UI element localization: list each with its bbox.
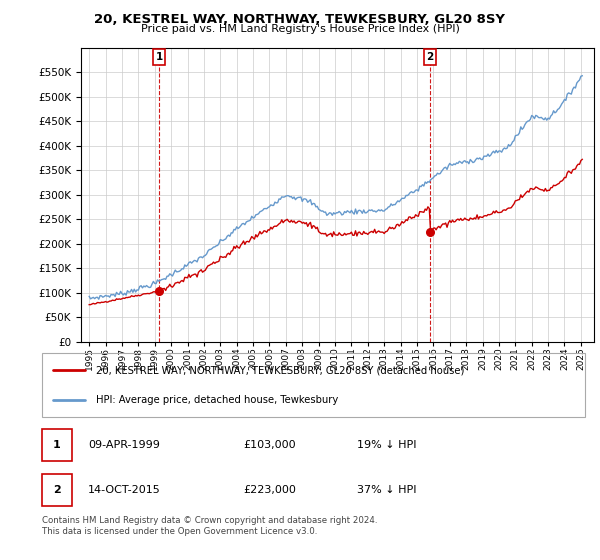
Text: 1: 1 [53, 440, 61, 450]
Text: 1: 1 [155, 52, 163, 62]
Text: Contains HM Land Registry data © Crown copyright and database right 2024.
This d: Contains HM Land Registry data © Crown c… [42, 516, 377, 536]
Bar [42, 429, 72, 461]
Text: HPI: Average price, detached house, Tewkesbury: HPI: Average price, detached house, Tewk… [97, 395, 338, 405]
Text: 14-OCT-2015: 14-OCT-2015 [88, 485, 161, 495]
Text: 2: 2 [53, 485, 61, 495]
Bar [42, 474, 72, 506]
Text: 2: 2 [427, 52, 434, 62]
Text: 20, KESTREL WAY, NORTHWAY, TEWKESBURY, GL20 8SY: 20, KESTREL WAY, NORTHWAY, TEWKESBURY, G… [95, 13, 505, 26]
Text: 19% ↓ HPI: 19% ↓ HPI [357, 440, 416, 450]
Text: Price paid vs. HM Land Registry's House Price Index (HPI): Price paid vs. HM Land Registry's House … [140, 24, 460, 34]
Text: 37% ↓ HPI: 37% ↓ HPI [357, 485, 416, 495]
Text: £223,000: £223,000 [243, 485, 296, 495]
Text: 20, KESTREL WAY, NORTHWAY, TEWKESBURY, GL20 8SY (detached house): 20, KESTREL WAY, NORTHWAY, TEWKESBURY, G… [97, 365, 464, 375]
Text: 09-APR-1999: 09-APR-1999 [88, 440, 160, 450]
Text: £103,000: £103,000 [243, 440, 296, 450]
